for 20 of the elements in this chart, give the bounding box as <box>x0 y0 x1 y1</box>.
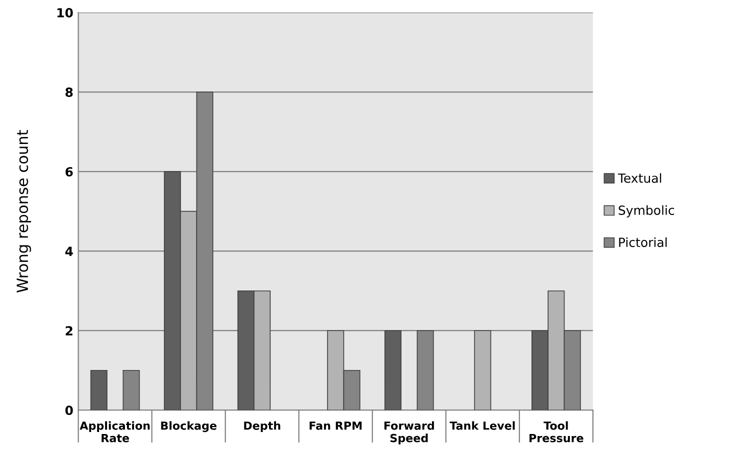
y-tick-label: 6 <box>66 167 73 177</box>
x-tick-label: Tank Level <box>450 421 515 430</box>
y-tick-label: 4 <box>65 246 73 256</box>
y-tick-label: 8 <box>66 88 73 97</box>
legend-label: Symbolic <box>618 205 674 218</box>
x-tick-label: Forward Speed <box>384 421 434 444</box>
y-tick-label: 0 <box>65 406 73 416</box>
y-tick-label: 2 <box>66 326 72 336</box>
y-tick-label: 10 <box>57 8 73 18</box>
bar <box>474 330 492 410</box>
y-axis-title: Wrong reponse count <box>16 130 32 292</box>
x-tick-label: Blockage <box>161 421 216 432</box>
x-tick-label: Fan RPM <box>310 422 362 430</box>
x-tick-label: Application Rate <box>80 421 150 442</box>
legend-label: Textual <box>618 173 662 183</box>
bar <box>90 370 108 410</box>
bar <box>384 330 402 410</box>
x-tick-label: Depth <box>244 421 280 432</box>
x-tick-label: Tool Pressure <box>530 421 584 442</box>
legend-label: Pictorial <box>619 237 667 248</box>
